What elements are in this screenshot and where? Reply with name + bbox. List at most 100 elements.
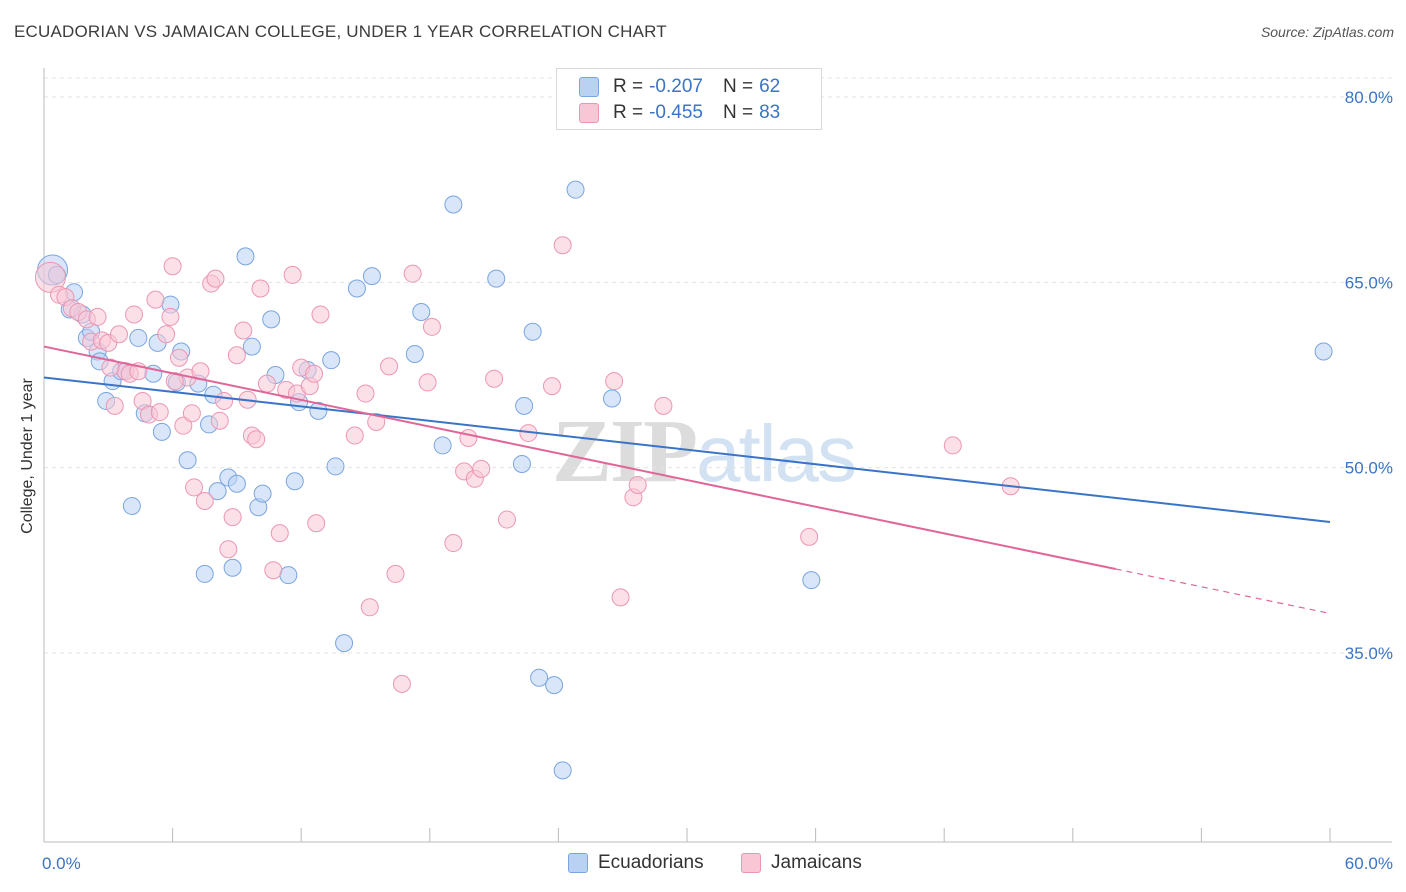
ecuadorian-point (236, 247, 255, 266)
legend-n-label: N = (722, 76, 754, 97)
jamaican-point (219, 540, 238, 559)
ecuadorian-point (285, 472, 304, 491)
jamaican-point (163, 257, 182, 276)
jamaican-point (215, 391, 234, 410)
ecuadorian-point (566, 180, 585, 199)
jamaican-point (257, 374, 276, 393)
legend-swatch-blue (568, 853, 588, 873)
jamaican-point (542, 377, 561, 396)
ecuadorian-point (129, 328, 148, 347)
jamaican-point (305, 364, 324, 383)
watermark-zip: ZIP (552, 402, 698, 501)
ecuadorian-point (433, 436, 452, 455)
jamaican-point (283, 265, 302, 284)
jamaican-point (264, 561, 283, 580)
y-axis-label: College, Under 1 year (19, 378, 36, 534)
jamaican-point (459, 429, 478, 448)
ecuadorian-point (335, 634, 354, 653)
legend-r-label: R = (613, 76, 644, 97)
legend-swatch-pink (741, 853, 761, 873)
ecuadorian-trend-line (43, 376, 1331, 524)
zipatlas-watermark: ZIPatlas (552, 400, 857, 503)
legend-item-jamaicans[interactable]: Jamaicans (741, 852, 862, 874)
correlation-legend: R = -0.207 N = 62 R = -0.455 N = 83 (556, 68, 822, 130)
y-tick-label: 50.0% (1345, 459, 1393, 478)
legend-label-ecuadorians: Ecuadorians (598, 852, 704, 873)
jamaican-point (628, 475, 647, 494)
jamaican-point (161, 307, 180, 326)
jamaican-point (654, 396, 673, 415)
legend-swatch-pink (579, 103, 599, 123)
jamaican-point (422, 317, 441, 336)
ecuadorian-point (208, 482, 227, 501)
ecuadorian-point (227, 474, 246, 493)
jamaican-point (360, 598, 379, 617)
jamaican-point (157, 325, 176, 344)
jamaican-point (182, 404, 201, 423)
ecuadorian-point (322, 351, 341, 370)
jamaican-point (311, 305, 330, 324)
jamaican-point (403, 264, 422, 283)
jamaican-point (146, 290, 165, 309)
jamaican-point (380, 357, 399, 376)
jamaican-point (110, 325, 129, 344)
ecuadorian-point (530, 668, 549, 687)
ecuadorian-point (553, 761, 572, 780)
legend-swatch-blue (579, 77, 599, 97)
ecuadorian-point (515, 396, 534, 415)
ecuadorian-point (512, 454, 531, 473)
ecuadorian-point (444, 195, 463, 214)
jamaican-point (356, 384, 375, 403)
jamaican-point (234, 321, 253, 340)
legend-label-jamaicans: Jamaicans (771, 852, 862, 873)
ecuadorian-point (326, 457, 345, 476)
jamaican-point (386, 564, 405, 583)
legend-r-value: -0.455 (649, 102, 703, 123)
jamaican-trend-line (43, 345, 1116, 570)
ecuadorian-point (802, 571, 821, 590)
chart-title: ECUADORIAN VS JAMAICAN COLLEGE, UNDER 1 … (14, 22, 667, 41)
jamaican-point (270, 524, 289, 543)
ecuadorian-point (242, 337, 261, 356)
ecuadorian-point (487, 269, 506, 288)
legend-item-ecuadorians[interactable]: Ecuadorians (568, 852, 704, 874)
jamaican-point (227, 346, 246, 365)
jamaican-point (345, 426, 364, 445)
jamaican-point (497, 510, 516, 529)
jamaican-point (170, 348, 189, 367)
ecuadorian-point (178, 451, 197, 470)
legend-n-label: N = (722, 102, 754, 123)
jamaican-point (223, 508, 242, 527)
legend-row-ecuadorians: R = -0.207 N = 62 (579, 75, 780, 99)
jamaican-point (210, 411, 229, 430)
jamaican-point (392, 674, 411, 693)
jamaican-point (125, 305, 144, 324)
legend-r-value: -0.207 (649, 76, 703, 97)
jamaican-point (101, 358, 120, 377)
series-legend: Ecuadorians Jamaicans (0, 852, 1406, 876)
jamaican-point (444, 534, 463, 553)
legend-r-label: R = (613, 102, 644, 123)
ecuadorian-point (1314, 342, 1333, 361)
ecuadorian-point (122, 496, 141, 515)
x-tick-label: 60.0% (1345, 854, 1393, 873)
legend-n-value: 83 (759, 102, 781, 123)
jamaican-point (472, 459, 491, 478)
jamaican-point (943, 436, 962, 455)
legend-row-jamaicans: R = -0.455 N = 83 (579, 101, 780, 125)
ecuadorian-point (602, 389, 621, 408)
jamaican-point (105, 396, 124, 415)
ecuadorian-point (195, 564, 214, 583)
jamaican-point (185, 478, 204, 497)
ecuadorian-point (523, 322, 542, 341)
jamaican-point (206, 269, 225, 288)
jamaican-point (247, 430, 266, 449)
jamaican-point (485, 369, 504, 388)
ecuadorian-point (347, 279, 366, 298)
jamaican-point (150, 403, 169, 422)
y-tick-label: 80.0% (1345, 88, 1393, 107)
jamaican-point (611, 588, 630, 607)
jamaican-point (605, 372, 624, 391)
ecuadorian-point (279, 566, 298, 585)
ecuadorian-point (362, 267, 381, 286)
